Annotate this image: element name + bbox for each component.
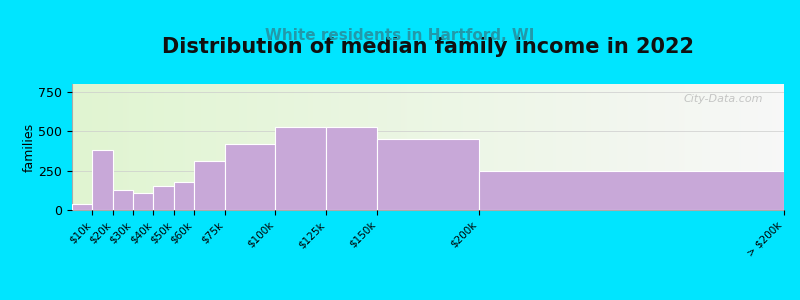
Title: Distribution of median family income in 2022: Distribution of median family income in … <box>162 38 694 57</box>
Bar <box>113 190 133 210</box>
Text: White residents in Hartford, WI: White residents in Hartford, WI <box>266 28 534 44</box>
Bar <box>133 193 154 210</box>
Text: City-Data.com: City-Data.com <box>683 94 762 104</box>
Bar <box>154 186 174 210</box>
Y-axis label: families: families <box>22 122 35 172</box>
Bar <box>194 161 225 210</box>
Bar <box>225 144 275 210</box>
Bar <box>174 182 194 210</box>
Bar <box>479 171 784 210</box>
Bar <box>377 139 479 210</box>
Bar <box>326 127 377 210</box>
Bar <box>275 127 326 210</box>
Bar <box>92 150 113 210</box>
Bar <box>72 204 92 210</box>
